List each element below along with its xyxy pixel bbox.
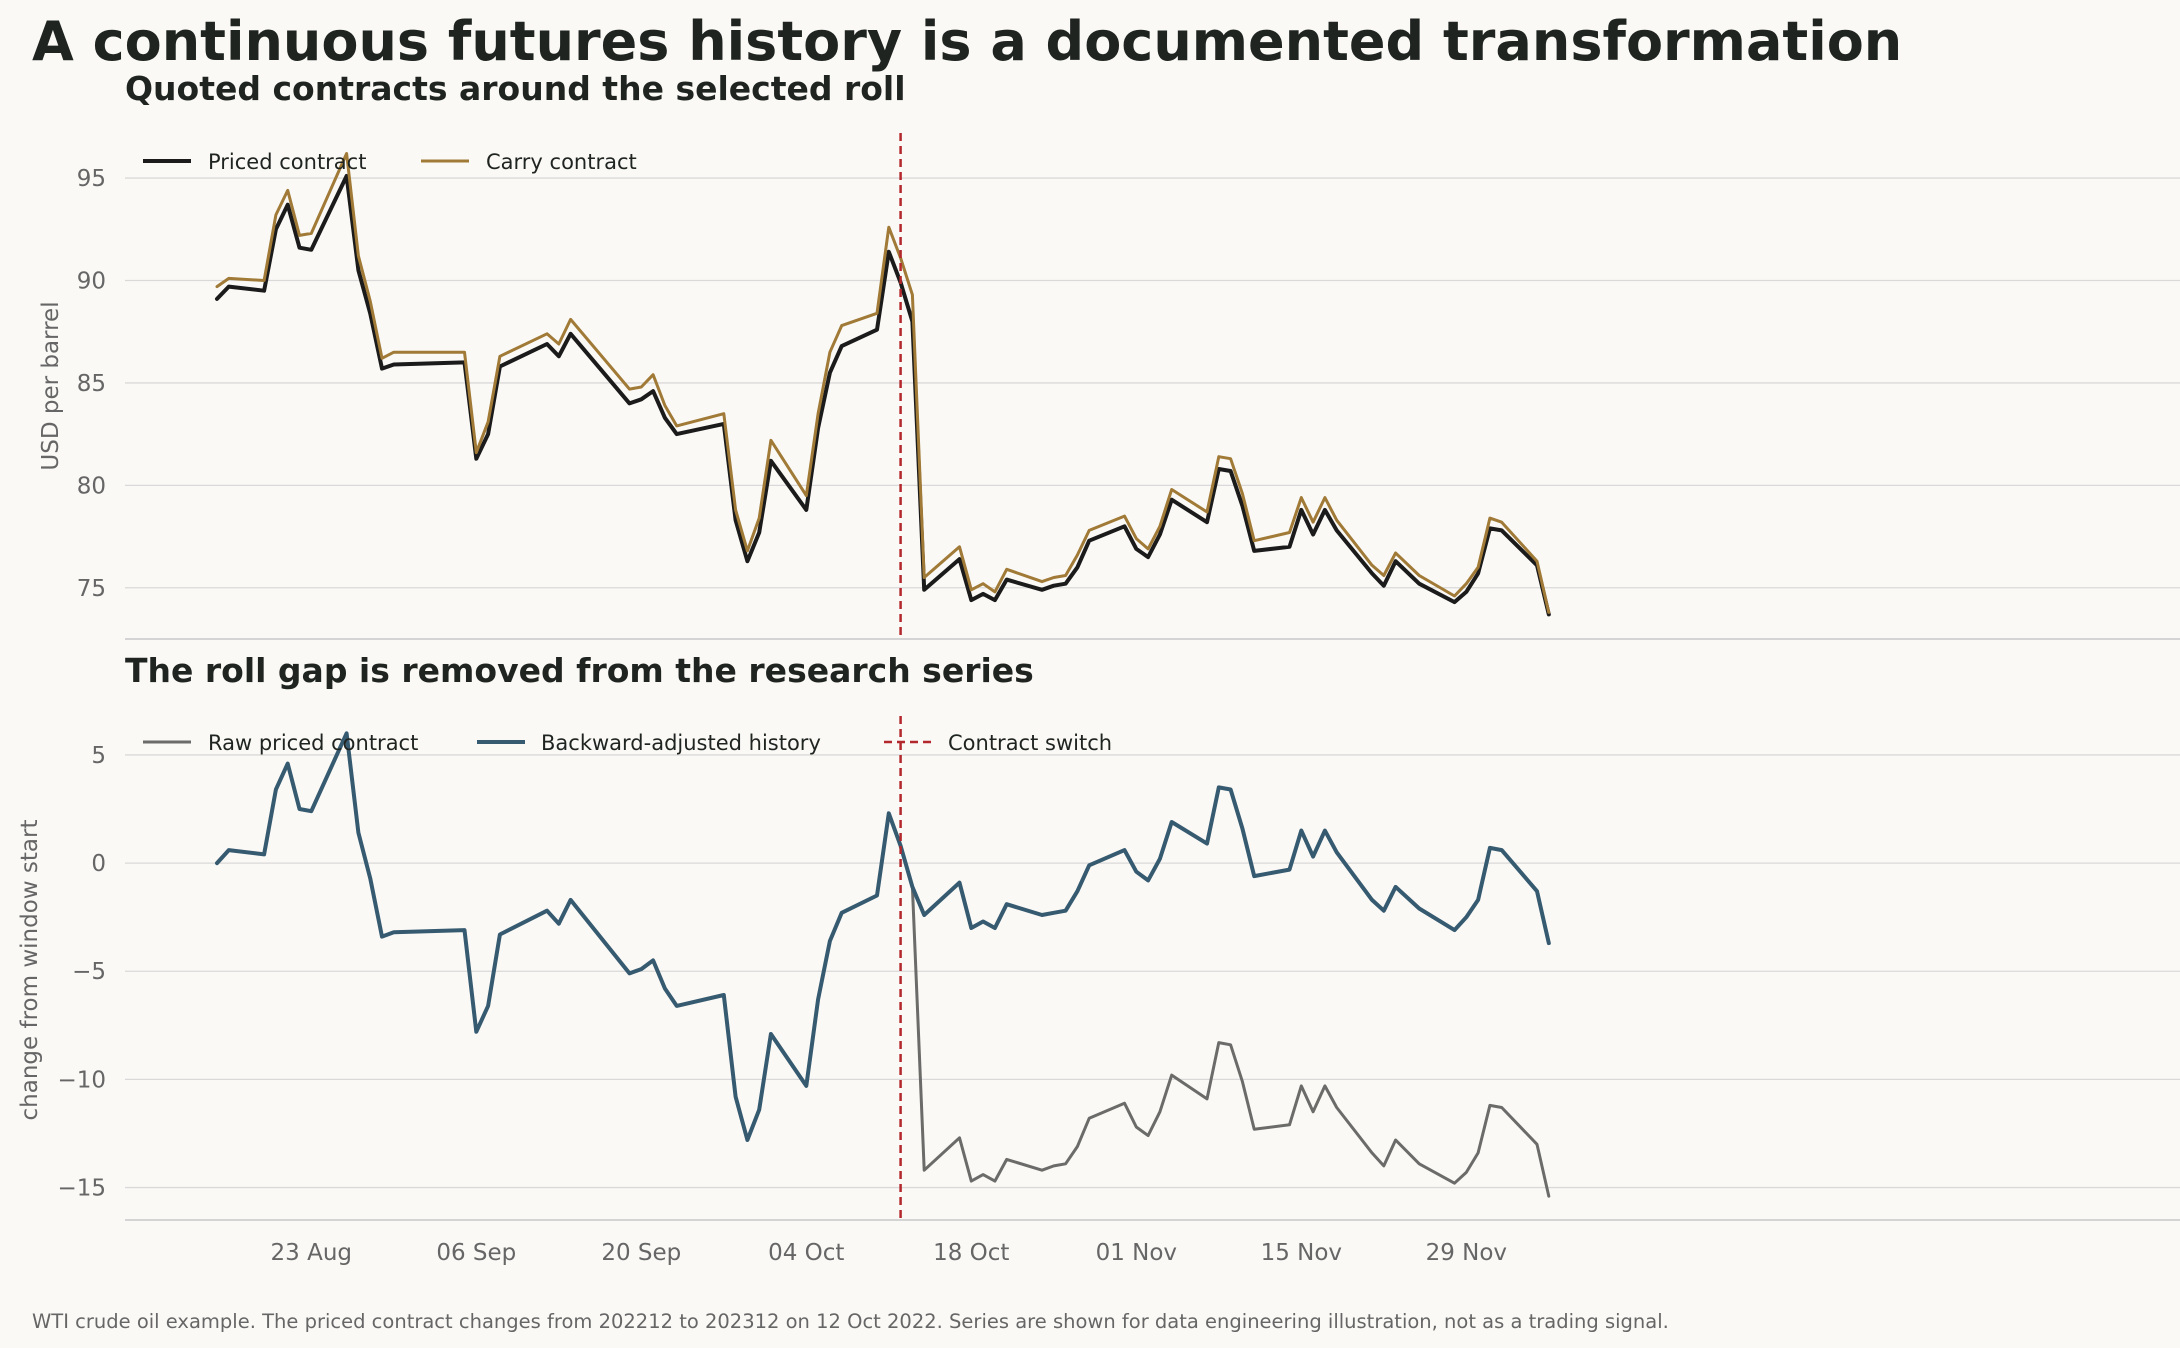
adjusted-y-tick-labels: 5 0 −5 −10 −15 [57,743,106,1202]
x-tick-label: 01 Nov [1096,1240,1177,1266]
price-panel: Quoted contracts around the selected rol… [38,69,2180,640]
adjusted-legend: Raw priced contract Backward-adjusted hi… [143,731,1112,755]
figure-title: A continuous futures history is a docume… [32,10,1902,73]
legend-label-raw: Raw priced contract [208,731,418,755]
legend-label-switch: Contract switch [948,731,1112,755]
price-y-axis-label: USD per barrel [38,301,64,470]
legend-label-carry: Carry contract [486,150,637,174]
price-y-tick-label: 80 [77,473,106,499]
x-tick-label: 29 Nov [1426,1240,1507,1266]
adjusted-y-tick-label: 5 [91,743,106,769]
x-tick-label: 23 Aug [271,1240,353,1266]
adjusted-panel: The roll gap is removed from the researc… [17,651,2180,1266]
x-tick-label: 18 Oct [933,1240,1009,1266]
price-legend: Priced contract Carry contract [143,150,637,174]
adjusted-y-tick-label: −15 [57,1176,106,1202]
x-tick-label: 15 Nov [1261,1240,1342,1266]
price-panel-title: Quoted contracts around the selected rol… [125,69,906,108]
price-y-tick-label: 95 [77,166,106,192]
price-y-tick-labels: 75 80 85 90 95 [77,166,106,602]
figure-footnote: WTI crude oil example. The priced contra… [32,1310,1669,1333]
adjusted-series-lines [215,716,1551,1220]
price-y-tick-label: 85 [77,371,106,397]
price-series-carry-contract [215,152,1551,614]
x-tick-label: 06 Sep [436,1240,516,1266]
adjusted-y-tick-label: −5 [72,959,106,985]
x-tick-label: 04 Oct [768,1240,844,1266]
legend-label-priced: Priced contract [208,150,366,174]
x-tick-label: 20 Sep [601,1240,681,1266]
price-y-tick-label: 75 [77,576,106,602]
legend-label-adjusted: Backward-adjusted history [541,731,821,755]
adjusted-series-backward-adjusted-history [215,731,1551,1142]
price-series-lines [215,133,1551,639]
adjusted-y-tick-label: 0 [91,851,106,877]
adjusted-panel-title: The roll gap is removed from the researc… [125,651,1034,690]
adjusted-y-axis-label: change from window start [17,820,43,1121]
adjusted-y-tick-label: −10 [57,1067,106,1093]
price-y-tick-label: 90 [77,268,106,294]
x-tick-labels: 23 Aug 06 Sep 20 Sep 04 Oct 18 Oct 01 Nov 15 N… [271,1240,1508,1266]
